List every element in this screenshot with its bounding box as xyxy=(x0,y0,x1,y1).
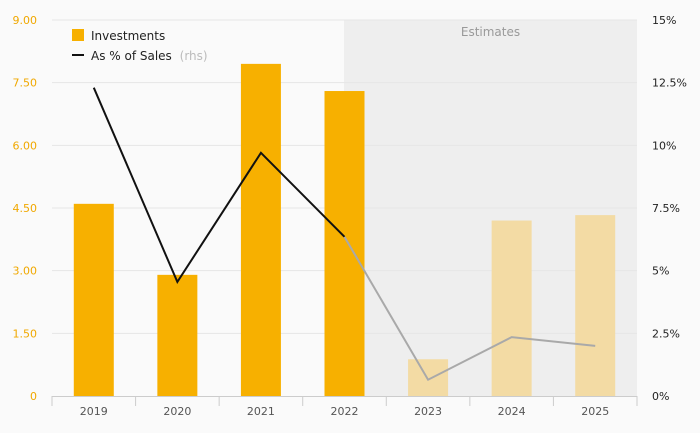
y-right-tick-label: 0% xyxy=(652,390,669,403)
y-left-tick-label: 3.00 xyxy=(13,265,38,278)
y-left-tick-label: 9.00 xyxy=(13,14,38,27)
bar-2024 xyxy=(491,220,532,396)
bar-2023 xyxy=(408,359,449,396)
line-pct-sales-estimate xyxy=(343,236,596,382)
y-left-tick-label: 7.50 xyxy=(13,77,38,90)
x-tick-label: 2021 xyxy=(247,405,275,418)
legend-swatch-investments xyxy=(72,29,84,41)
bar-2022 xyxy=(324,91,365,397)
line-pct-sales-actual xyxy=(92,87,346,285)
y-right-tick-label: 7.5% xyxy=(652,202,680,215)
x-tick-label: 2022 xyxy=(331,405,359,418)
bar-2021 xyxy=(240,63,281,396)
y-right-tick-label: 10% xyxy=(652,139,676,152)
legend-label-pct-sales-suffix: (rhs) xyxy=(180,49,208,63)
bars xyxy=(73,63,616,397)
bar-2025 xyxy=(575,215,616,396)
y-left-tick-label: 4.50 xyxy=(13,202,38,215)
axes: 0 0% 1.50 2.5% 3.00 5% 4.50 7.5% 6.00 10% 7.50 12.5… xyxy=(13,14,687,418)
x-tick-label: 2024 xyxy=(498,405,526,418)
bar-2020 xyxy=(157,274,198,396)
y-left-tick-label: 1.50 xyxy=(13,327,38,340)
y-left-tick-label: 0 xyxy=(30,390,37,403)
line-series xyxy=(92,87,596,382)
estimates-label: Estimates xyxy=(461,25,520,39)
x-tick-label: 2020 xyxy=(163,405,191,418)
y-right-tick-label: 15% xyxy=(652,14,676,27)
x-tick-label: 2025 xyxy=(581,405,609,418)
legend: Investments As % of Sales (rhs) xyxy=(72,29,208,63)
legend-label-pct-sales-text: As % of Sales xyxy=(91,49,172,63)
y-right-tick-label: 2.5% xyxy=(652,327,680,340)
y-right-tick-label: 12.5% xyxy=(652,77,687,90)
y-left-tick-label: 6.00 xyxy=(13,139,38,152)
legend-label-pct-sales: As % of Sales (rhs) xyxy=(91,49,208,63)
x-tick-label: 2019 xyxy=(80,405,108,418)
x-tick-label: 2023 xyxy=(414,405,442,418)
bar-2019 xyxy=(73,203,114,396)
legend-label-investments: Investments xyxy=(91,29,165,43)
y-right-tick-label: 5% xyxy=(652,265,669,278)
